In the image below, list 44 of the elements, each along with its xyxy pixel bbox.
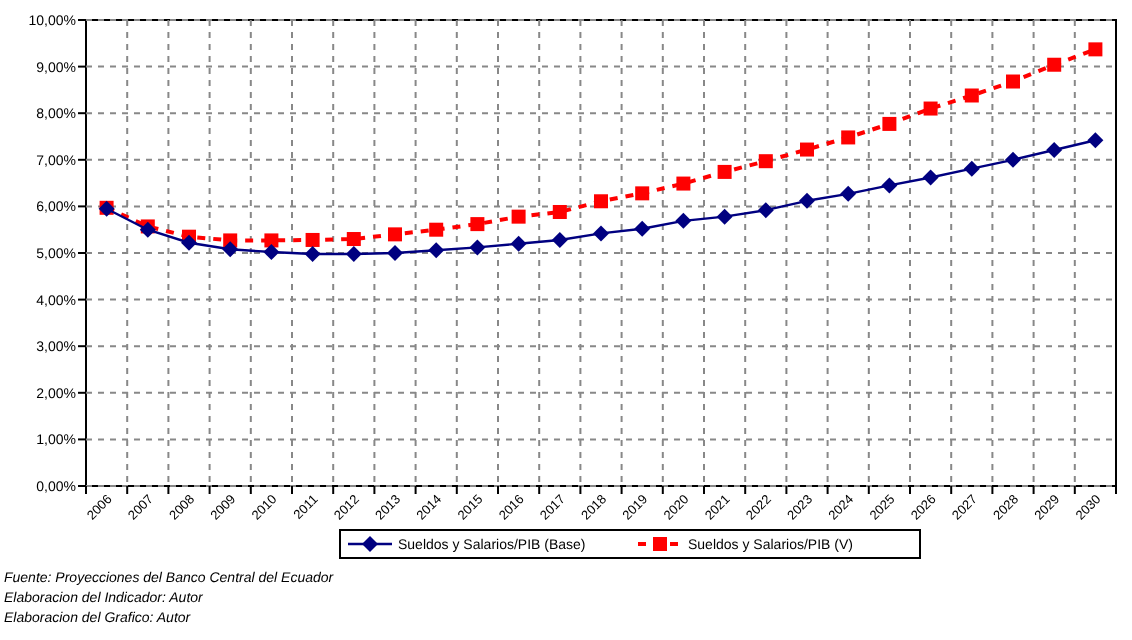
point <box>428 242 445 259</box>
point <box>593 225 609 242</box>
point <box>222 241 239 258</box>
point <box>511 209 526 224</box>
point <box>634 220 651 237</box>
point <box>388 227 402 242</box>
point <box>429 222 444 237</box>
point <box>387 245 403 261</box>
point <box>1047 57 1062 72</box>
point <box>305 232 320 247</box>
point <box>1005 151 1021 168</box>
point <box>304 245 321 262</box>
point <box>346 232 361 247</box>
point <box>551 231 568 248</box>
point <box>1046 142 1063 159</box>
point <box>552 204 567 219</box>
point <box>675 212 692 229</box>
point <box>757 202 774 219</box>
point <box>635 186 650 201</box>
point <box>345 245 362 262</box>
point <box>263 244 280 261</box>
point <box>923 101 938 116</box>
point <box>181 234 197 251</box>
point <box>510 235 527 252</box>
point <box>470 217 485 232</box>
point <box>964 88 979 103</box>
point <box>841 130 856 145</box>
point <box>840 185 857 202</box>
point <box>799 192 815 209</box>
point <box>469 239 486 256</box>
point <box>264 233 279 248</box>
point <box>881 177 898 194</box>
point <box>1087 132 1104 149</box>
point <box>800 142 814 157</box>
point <box>717 164 732 179</box>
point <box>882 116 897 131</box>
point <box>1088 42 1103 57</box>
point <box>922 169 939 186</box>
point <box>716 208 733 225</box>
point <box>1006 74 1020 89</box>
point <box>758 154 773 169</box>
point <box>594 194 608 209</box>
point <box>963 160 980 177</box>
point <box>676 176 691 191</box>
